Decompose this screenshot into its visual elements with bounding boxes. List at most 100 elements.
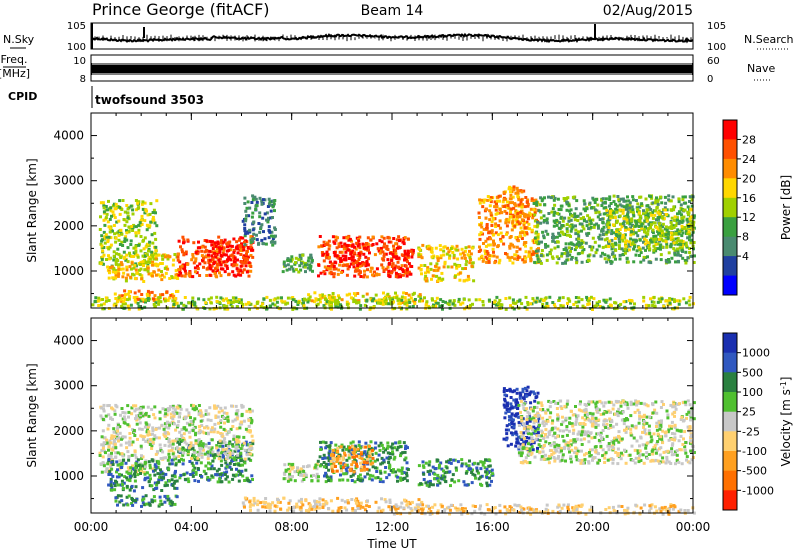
velocity-echo xyxy=(193,408,197,412)
power-echo xyxy=(273,240,277,244)
velocity-echo xyxy=(135,422,139,426)
velocity-echo xyxy=(114,496,118,500)
velocity-echo xyxy=(215,444,219,448)
velocity-echo xyxy=(146,405,150,409)
power-echo xyxy=(207,297,211,301)
velocity-echo xyxy=(115,460,119,464)
power-echo xyxy=(498,258,502,262)
power-echo xyxy=(648,247,652,251)
power-echo xyxy=(583,202,587,206)
power-echo xyxy=(537,260,541,263)
power-echo xyxy=(647,245,651,248)
velocity-echo xyxy=(192,454,196,457)
power-echo xyxy=(403,249,407,253)
power-echo xyxy=(535,296,539,300)
power-echo xyxy=(496,211,500,215)
power-echo xyxy=(179,265,182,269)
power-echo xyxy=(210,264,214,268)
power-echo xyxy=(404,252,407,256)
velocity-echo xyxy=(209,430,213,434)
power-echo xyxy=(340,298,344,302)
power-echo xyxy=(203,250,207,254)
velocity-echo xyxy=(100,470,104,474)
power-echo xyxy=(676,239,680,242)
velocity-echo xyxy=(141,405,145,409)
power-echo xyxy=(257,222,261,225)
velocity-echo xyxy=(244,440,248,444)
velocity-echo xyxy=(176,440,180,444)
power-echo xyxy=(117,219,121,223)
power-echo xyxy=(480,225,484,229)
power-echo xyxy=(566,301,569,305)
velocity-echo xyxy=(201,414,205,418)
power-echo xyxy=(114,202,118,206)
power-echo xyxy=(622,217,626,220)
power-echo xyxy=(324,297,328,301)
power-echo xyxy=(210,250,213,254)
power-echo xyxy=(550,210,554,214)
velocity-echo xyxy=(121,417,125,421)
power-echo xyxy=(405,267,409,271)
power-echo xyxy=(638,254,641,257)
power-echo xyxy=(526,213,530,217)
power-echo xyxy=(642,255,646,259)
power-echo xyxy=(601,251,604,255)
power-echo xyxy=(349,262,353,266)
power-echo xyxy=(434,246,438,250)
power-echo xyxy=(653,304,657,308)
power-echo xyxy=(556,245,560,249)
power-echo xyxy=(145,260,149,264)
power-echo xyxy=(147,272,151,276)
velocity-echo xyxy=(162,456,166,460)
power-echo xyxy=(551,301,555,304)
power-echo xyxy=(641,235,645,239)
power-echo xyxy=(585,295,589,299)
power-region xyxy=(91,295,695,311)
power-echo xyxy=(161,257,165,261)
power-echo xyxy=(137,231,141,235)
power-echo xyxy=(505,211,509,215)
power-echo xyxy=(519,226,523,230)
power-echo xyxy=(255,233,258,237)
power-echo xyxy=(424,275,428,278)
velocity-echo xyxy=(164,481,168,485)
power-echo xyxy=(647,260,651,264)
velocity-echo xyxy=(129,472,133,476)
power-echo xyxy=(117,238,121,242)
velocity-echo xyxy=(133,450,137,454)
power-echo xyxy=(494,208,498,212)
velocity-echo xyxy=(248,407,252,411)
power-echo xyxy=(353,245,356,249)
power-echo xyxy=(181,307,185,311)
power-echo xyxy=(106,265,110,269)
power-echo xyxy=(491,233,495,237)
power-echo xyxy=(615,210,619,214)
power-echo xyxy=(431,305,435,309)
power-echo xyxy=(115,269,119,273)
power-echo xyxy=(365,275,369,279)
power-echo xyxy=(558,234,562,238)
power-echo xyxy=(183,265,187,268)
power-echo xyxy=(240,260,244,264)
power-echo xyxy=(650,196,654,200)
power-echo xyxy=(639,214,643,218)
power-colorbar-swatch xyxy=(723,139,737,160)
power-echo xyxy=(520,190,524,194)
velocity-echo xyxy=(155,483,159,487)
power-echo xyxy=(665,244,669,248)
power-echo xyxy=(325,253,329,257)
power-echo xyxy=(609,202,613,205)
velocity-echo xyxy=(127,494,131,498)
power-echo xyxy=(345,300,349,304)
power-echo xyxy=(245,206,249,210)
power-echo xyxy=(387,295,391,299)
power-echo xyxy=(336,305,340,309)
velocity-echo xyxy=(146,428,149,432)
power-echo xyxy=(126,216,130,220)
power-echo xyxy=(129,226,133,230)
power-echo xyxy=(585,233,589,237)
power-echo xyxy=(610,252,614,256)
power-echo xyxy=(602,212,606,216)
velocity-echo xyxy=(140,464,144,468)
power-echo xyxy=(122,271,126,275)
